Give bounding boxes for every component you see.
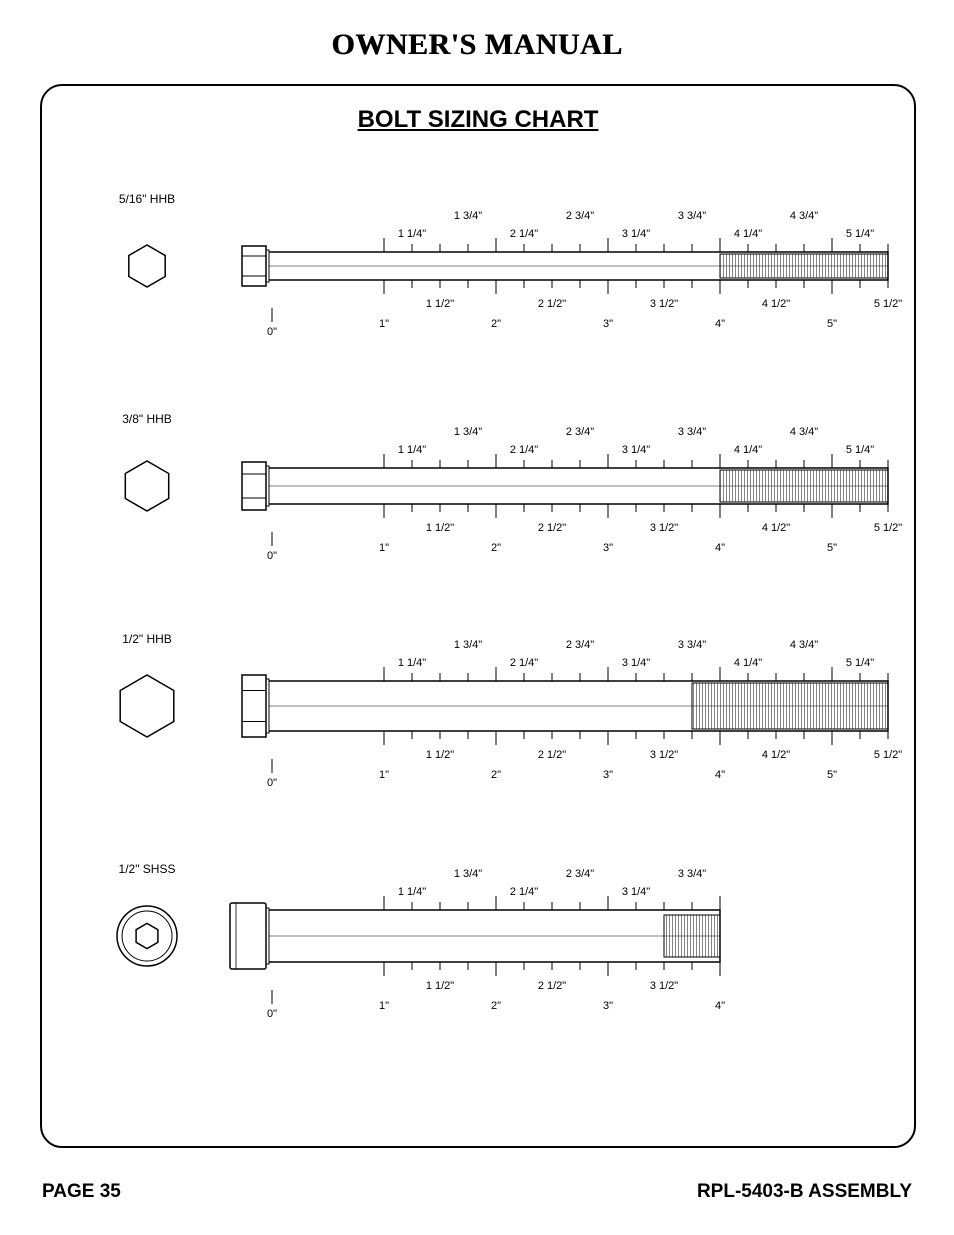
chart-title: BOLT SIZING CHART [42, 106, 914, 134]
ruler-tick-label: 3 1/2" [644, 522, 684, 534]
ruler-tick-label: 5 1/4" [840, 228, 880, 240]
ruler-tick-label: 2 1/4" [504, 228, 544, 240]
hex-head-icon [125, 461, 168, 511]
ruler-tick-label: 2 3/4" [560, 210, 600, 222]
ruler-tick-label: 3 1/2" [644, 298, 684, 310]
ruler-tick-label: 1 3/4" [448, 426, 488, 438]
ruler-tick-label: 1 3/4" [448, 210, 488, 222]
bolt-row: 3/8" HHB 1 3/4"2 3/4"3 3/4"4 3/4"1 1/4"2… [42, 396, 914, 606]
chart-frame: BOLT SIZING CHART 5/16" HHB 1 3/4"2 3/4"… [40, 84, 916, 1148]
ruler-tick-label: 2 1/2" [532, 522, 572, 534]
ruler-tick-label: 3" [588, 769, 628, 781]
ruler-tick-label: 2 1/2" [532, 749, 572, 761]
ruler-tick-label: 1 1/4" [392, 886, 432, 898]
bolt-row: 5/16" HHB 1 3/4"2 3/4"3 3/4"4 3/4"1 1/4"… [42, 176, 914, 386]
ruler-tick-label: 1 1/2" [420, 749, 460, 761]
ruler-tick-label: 2 1/2" [532, 298, 572, 310]
ruler-tick-label: 3 1/4" [616, 444, 656, 456]
ruler-tick-label: 0" [252, 550, 292, 562]
ruler-tick-label: 3 1/4" [616, 886, 656, 898]
hex-head-icon [129, 245, 165, 287]
ruler-tick-label: 4" [700, 542, 740, 554]
ruler-tick-label: 2" [476, 318, 516, 330]
ruler-tick-label: 3" [588, 542, 628, 554]
ruler-tick-label: 3 3/4" [672, 426, 712, 438]
ruler-tick-label: 2 1/2" [532, 980, 572, 992]
ruler-tick-label: 1" [364, 1000, 404, 1012]
ruler-tick-label: 1 1/4" [392, 444, 432, 456]
ruler-tick-label: 1" [364, 318, 404, 330]
bolt-diagram [42, 176, 914, 386]
ruler-tick-label: 1 1/2" [420, 522, 460, 534]
ruler-tick-label: 2 1/4" [504, 886, 544, 898]
ruler-tick-label: 2 3/4" [560, 426, 600, 438]
footer-page-number: PAGE 35 [42, 1181, 121, 1203]
ruler-tick-label: 4" [700, 1000, 740, 1012]
ruler-tick-label: 1 3/4" [448, 639, 488, 651]
ruler-tick-label: 2" [476, 542, 516, 554]
ruler-tick-label: 1" [364, 542, 404, 554]
ruler-tick-label: 5" [812, 769, 852, 781]
footer-assembly-code: RPL-5403-B ASSEMBLY [697, 1181, 912, 1203]
ruler-tick-label: 4" [700, 318, 740, 330]
ruler-tick-label: 4 3/4" [784, 426, 824, 438]
ruler-tick-label: 5 1/2" [868, 749, 908, 761]
ruler-tick-label: 2 3/4" [560, 639, 600, 651]
ruler-tick-label: 2" [476, 769, 516, 781]
page-header: OWNER'S MANUAL [0, 0, 954, 62]
ruler-tick-label: 3 3/4" [672, 868, 712, 880]
ruler-tick-label: 3 1/4" [616, 657, 656, 669]
ruler-tick-label: 4 3/4" [784, 639, 824, 651]
ruler-tick-label: 4 1/2" [756, 522, 796, 534]
ruler-tick-label: 0" [252, 326, 292, 338]
ruler-tick-label: 1" [364, 769, 404, 781]
ruler-tick-label: 5 1/2" [868, 522, 908, 534]
bolt-row: 1/2" SHSS 1 3/4"2 3/4"3 3/4"1 1/4"2 1/4"… [42, 846, 914, 1056]
ruler-tick-label: 3 1/4" [616, 228, 656, 240]
hex-head-icon [120, 675, 174, 737]
ruler-tick-label: 1 1/2" [420, 980, 460, 992]
ruler-tick-label: 5 1/2" [868, 298, 908, 310]
ruler-tick-label: 4" [700, 769, 740, 781]
ruler-tick-label: 1 3/4" [448, 868, 488, 880]
ruler-tick-label: 3 1/2" [644, 980, 684, 992]
bolt-row: 1/2" HHB 1 3/4"2 3/4"3 3/4"4 3/4"1 1/4"2… [42, 616, 914, 826]
ruler-tick-label: 4 3/4" [784, 210, 824, 222]
ruler-tick-label: 2 1/4" [504, 657, 544, 669]
ruler-tick-label: 1 1/2" [420, 298, 460, 310]
ruler-tick-label: 0" [252, 1008, 292, 1020]
ruler-tick-label: 4 1/2" [756, 749, 796, 761]
ruler-tick-label: 3" [588, 318, 628, 330]
ruler-tick-label: 1 1/4" [392, 657, 432, 669]
ruler-tick-label: 3 3/4" [672, 639, 712, 651]
ruler-tick-label: 3 3/4" [672, 210, 712, 222]
ruler-tick-label: 1 1/4" [392, 228, 432, 240]
ruler-tick-label: 5 1/4" [840, 444, 880, 456]
ruler-tick-label: 2" [476, 1000, 516, 1012]
ruler-tick-label: 5 1/4" [840, 657, 880, 669]
ruler-tick-label: 2 1/4" [504, 444, 544, 456]
ruler-tick-label: 5" [812, 542, 852, 554]
socket-head-icon [117, 906, 177, 966]
ruler-tick-label: 0" [252, 777, 292, 789]
ruler-tick-label: 3 1/2" [644, 749, 684, 761]
ruler-tick-label: 5" [812, 318, 852, 330]
ruler-tick-label: 3" [588, 1000, 628, 1012]
ruler-tick-label: 4 1/2" [756, 298, 796, 310]
ruler-tick-label: 4 1/4" [728, 444, 768, 456]
ruler-tick-label: 2 3/4" [560, 868, 600, 880]
page: OWNER'S MANUAL BOLT SIZING CHART 5/16" H… [0, 0, 954, 1235]
ruler-tick-label: 4 1/4" [728, 228, 768, 240]
ruler-tick-label: 4 1/4" [728, 657, 768, 669]
